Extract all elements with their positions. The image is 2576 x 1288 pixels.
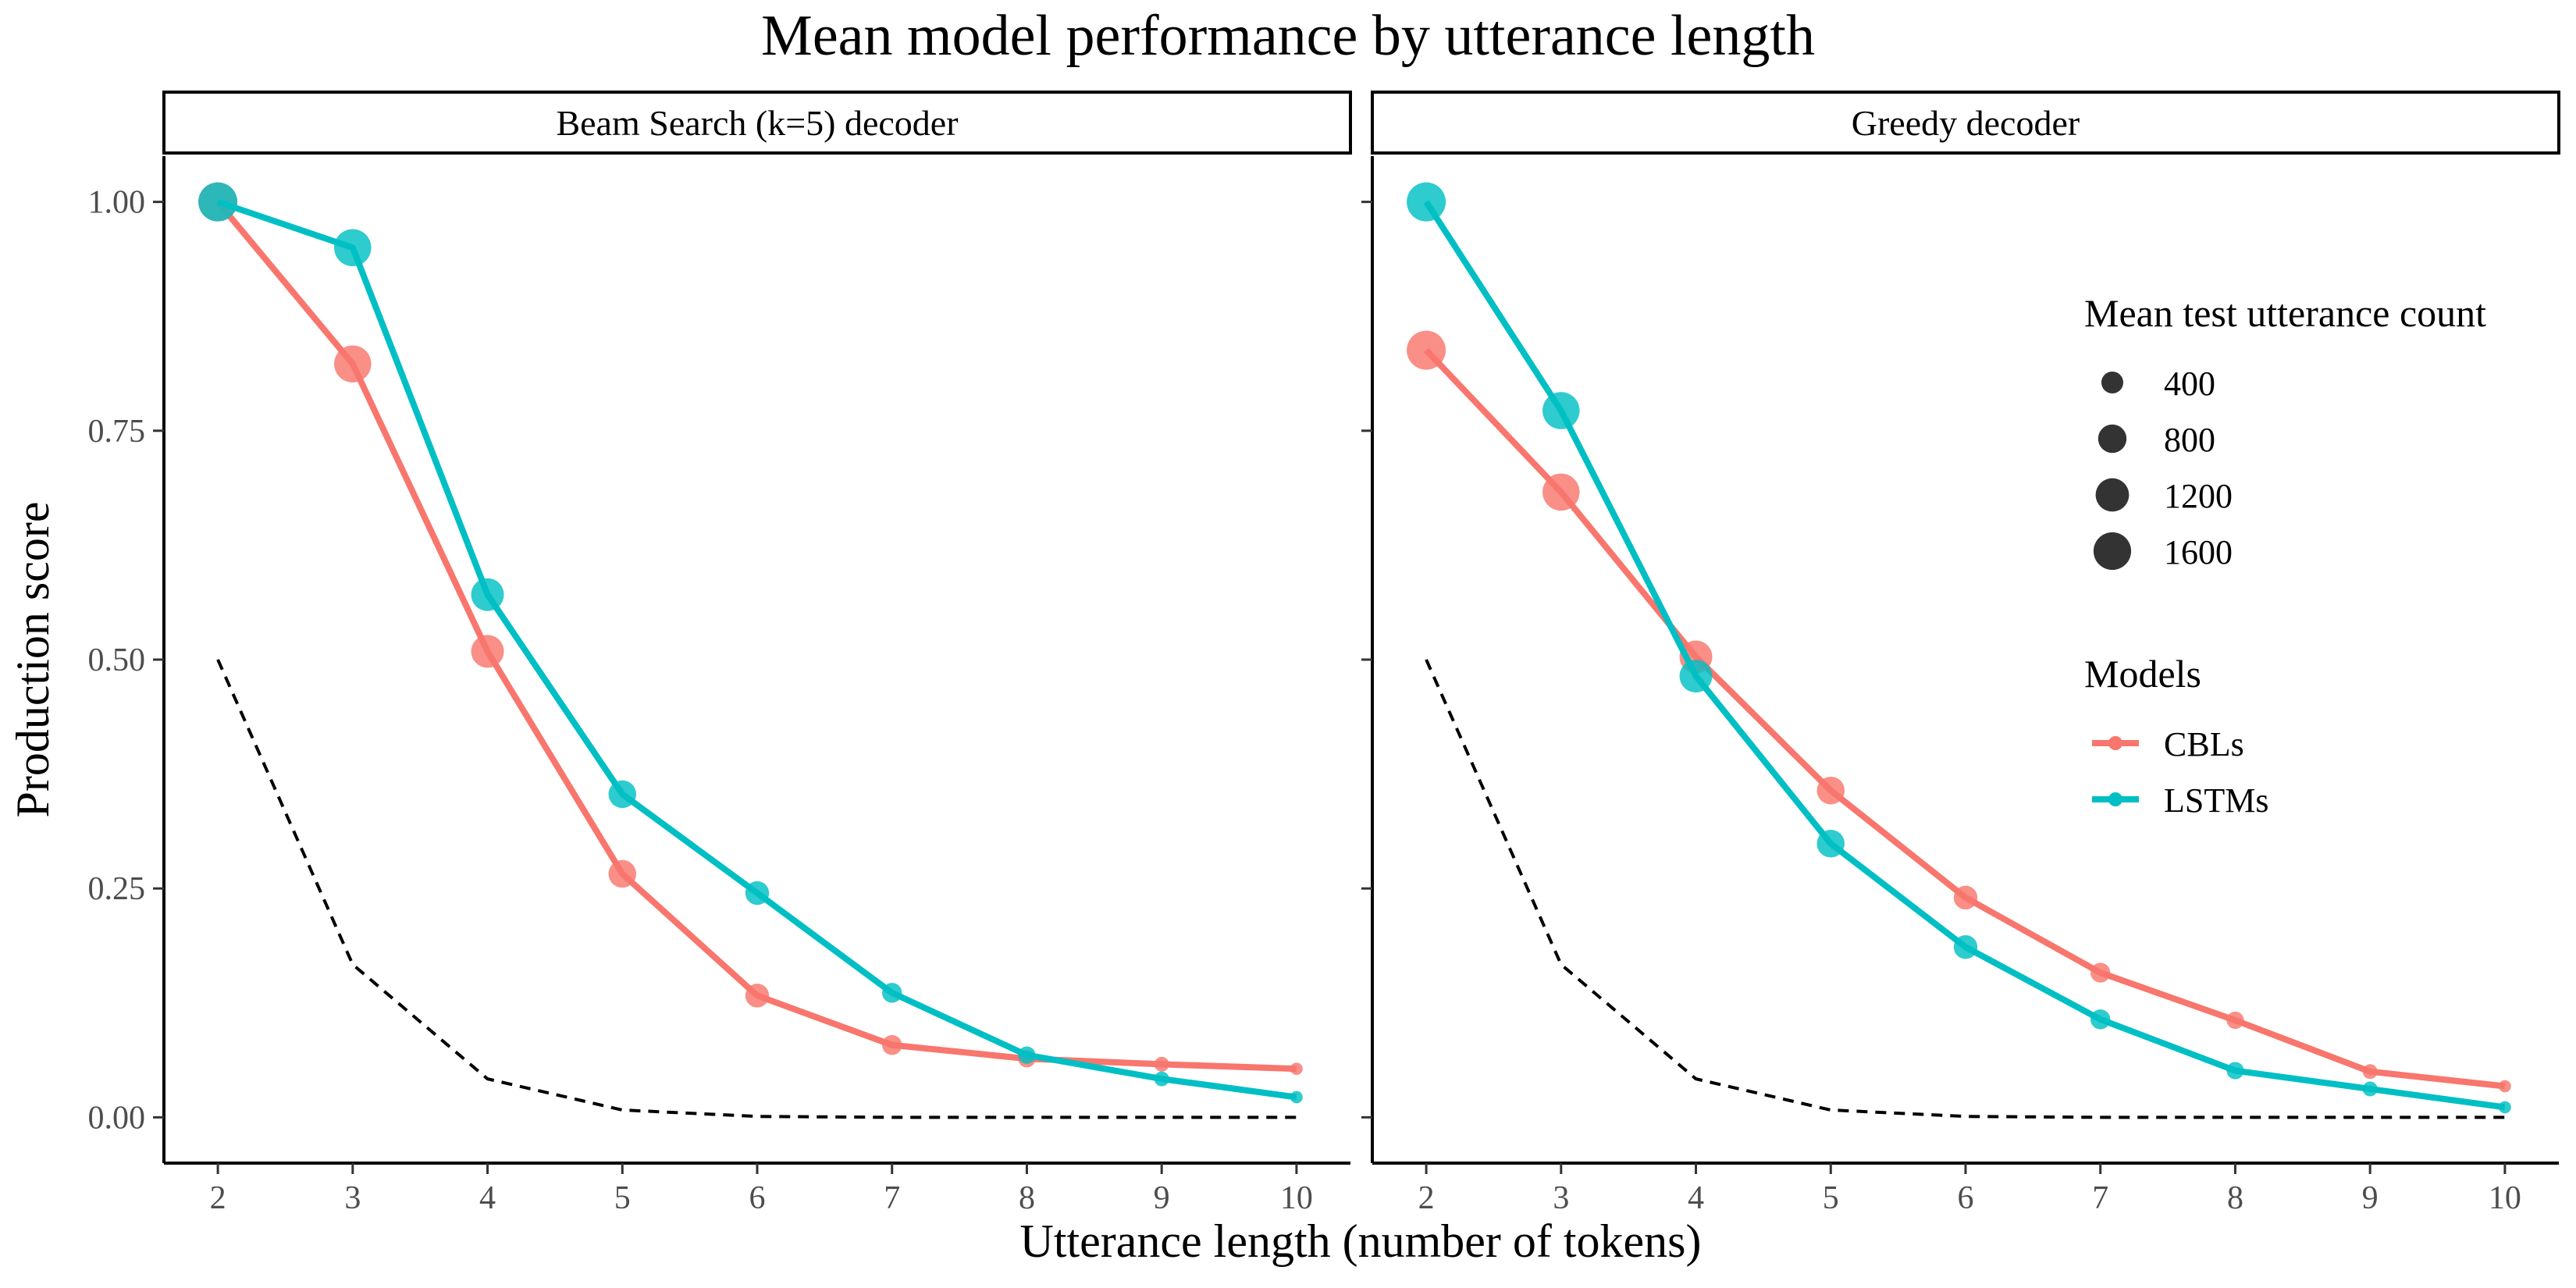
data-point-cbls <box>2226 1011 2244 1030</box>
chart-title: Mean model performance by utterance leng… <box>761 4 1815 68</box>
color-legend-keys: CBLs LSTMs <box>2092 725 2268 820</box>
x-tick-label: 6 <box>1958 1180 1974 1216</box>
size-legend-keys: 400 800 1200 1600 <box>2093 365 2233 571</box>
strip-label-greedy: Greedy decoder <box>1852 103 2080 143</box>
data-point-lstms <box>471 578 504 611</box>
x-tick-label: 7 <box>884 1180 900 1216</box>
y-axis-title: Production score <box>7 502 59 818</box>
data-point-lstms <box>1542 392 1580 429</box>
x-tick-label: 10 <box>2489 1180 2521 1216</box>
strip-label-beam: Beam Search (k=5) decoder <box>556 103 958 143</box>
data-point-cbls <box>1953 885 1978 910</box>
data-point-lstms <box>2499 1101 2511 1114</box>
color-legend-title: Models <box>2084 652 2201 696</box>
data-point-lstms <box>2362 1081 2378 1097</box>
y-axis: 0.00 0.25 0.50 0.75 1.00 <box>88 185 146 1137</box>
color-legend-key-point <box>2108 792 2122 806</box>
series-line-cbls <box>215 200 1297 1073</box>
data-point-cbls <box>745 984 770 1008</box>
x-tick-label: 8 <box>2227 1180 2243 1216</box>
data-point-cbls <box>1290 1062 1303 1076</box>
data-point-lstms <box>882 983 902 1003</box>
x-tick-label: 10 <box>1280 1180 1313 1216</box>
x-axis-title: Utterance length (number of tokens) <box>1019 1215 1701 1267</box>
data-point-lstms <box>745 881 770 906</box>
data-point-lstms <box>608 780 637 809</box>
x-tick-label: 5 <box>614 1180 631 1216</box>
y-tick-label: 0.00 <box>88 1100 146 1136</box>
color-legend-label: LSTMs <box>2164 781 2268 820</box>
data-point-lstms <box>1154 1071 1169 1087</box>
size-legend-key <box>2101 371 2124 394</box>
series-line-lstms <box>1423 200 2506 1111</box>
size-legend-title: Mean test utterance count <box>2084 291 2486 335</box>
size-legend-key <box>2095 478 2129 512</box>
y-tick-label: 0.75 <box>88 414 146 450</box>
strip-beam <box>162 91 1352 155</box>
x-tick-label: 9 <box>1154 1180 1170 1216</box>
panel-greedy: Greedy decoder 2 3 4 5 6 7 8 9 10 <box>1361 91 2560 1216</box>
size-legend-label: 1200 <box>2164 477 2233 515</box>
x-tick-label: 8 <box>1019 1180 1035 1216</box>
baseline-dashed-line <box>1425 659 2505 1119</box>
data-point-cbls <box>608 859 637 888</box>
data-point-lstms <box>198 182 238 222</box>
data-point-lstms <box>1816 829 1845 858</box>
strip-greedy <box>1371 91 2560 155</box>
data-point-cbls <box>2090 962 2111 983</box>
color-legend-label: CBLs <box>2164 725 2244 763</box>
color-legend-key-point <box>2108 736 2122 750</box>
plot-area-greedy: 2 3 4 5 6 7 8 9 10 <box>1361 156 2559 1216</box>
data-point-cbls <box>1407 330 1446 370</box>
y-tick-label: 0.25 <box>88 871 146 907</box>
data-point-cbls <box>2499 1080 2511 1093</box>
legend: Mean test utterance count 400 800 1200 1600… <box>2084 291 2486 820</box>
data-point-lstms <box>1018 1046 1036 1064</box>
size-legend-label: 400 <box>2164 365 2215 403</box>
data-point-lstms <box>1679 660 1713 693</box>
data-point-lstms <box>2226 1062 2244 1080</box>
x-tick-label: 3 <box>1553 1180 1569 1216</box>
baseline-dashed-line <box>216 659 1297 1119</box>
x-tick-label: 7 <box>2092 1180 2108 1216</box>
data-point-cbls <box>471 635 504 668</box>
data-point-lstms <box>2090 1009 2111 1030</box>
data-point-lstms <box>1290 1091 1303 1104</box>
data-point-cbls <box>334 345 372 382</box>
x-tick-label: 2 <box>1418 1180 1435 1216</box>
data-point-cbls <box>1542 473 1580 511</box>
x-tick-label: 3 <box>344 1180 361 1216</box>
data-point-cbls <box>882 1035 902 1055</box>
y-tick-label: 0.50 <box>88 642 146 678</box>
size-legend-key <box>2097 424 2127 454</box>
size-legend-label: 800 <box>2164 421 2215 459</box>
size-legend-key <box>2093 532 2132 571</box>
data-point-cbls <box>2362 1064 2378 1080</box>
size-legend-label: 1600 <box>2164 533 2233 571</box>
x-tick-label: 5 <box>1823 1180 1839 1216</box>
y-tick-label: 1.00 <box>88 185 146 221</box>
x-tick-label: 4 <box>479 1180 496 1216</box>
x-tick-label: 4 <box>1688 1180 1704 1216</box>
series-line-lstms <box>216 198 1297 1101</box>
data-point-cbls <box>1154 1056 1169 1072</box>
x-tick-label: 9 <box>2362 1180 2379 1216</box>
plot-area-beam: 2 3 4 5 6 7 8 9 10 <box>153 156 1350 1216</box>
data-point-lstms <box>1407 182 1446 222</box>
panel-beam: Beam Search (k=5) decoder 2 3 4 5 6 7 8 9 10 <box>153 91 1352 1216</box>
data-point-cbls <box>1816 776 1845 805</box>
x-tick-label: 6 <box>749 1180 766 1216</box>
data-point-lstms <box>334 229 372 267</box>
data-point-lstms <box>1953 935 1978 959</box>
x-tick-label: 2 <box>210 1180 226 1216</box>
